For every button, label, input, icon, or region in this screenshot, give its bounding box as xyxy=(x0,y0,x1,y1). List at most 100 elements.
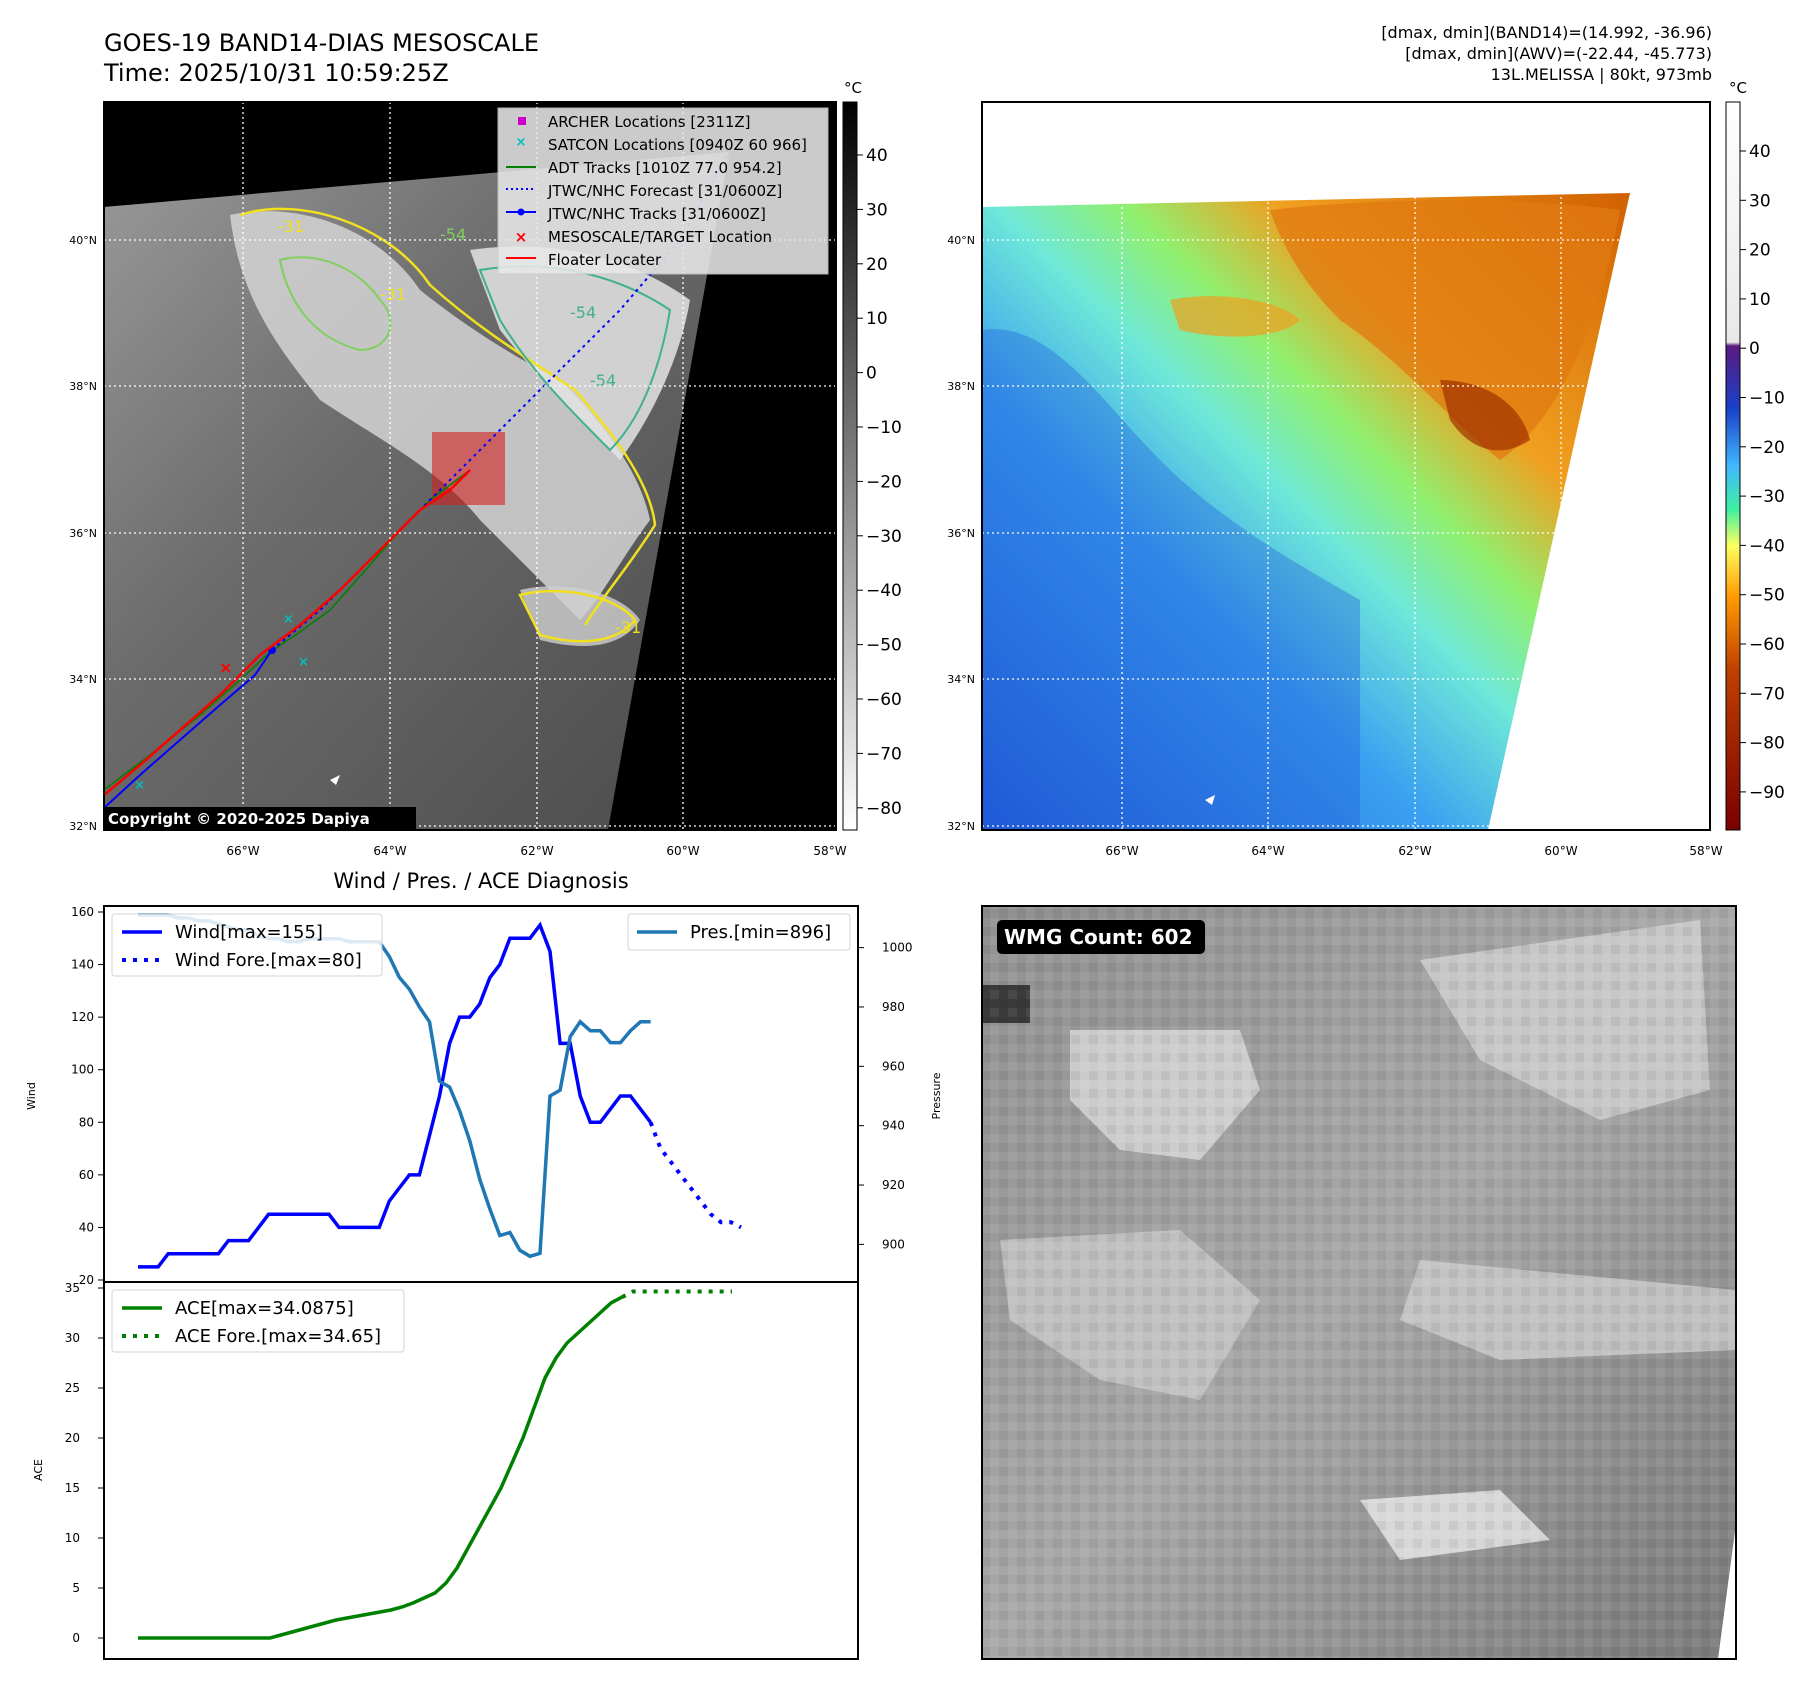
colorbar-right-tick-label: −80 xyxy=(1749,734,1785,754)
awv-map-frame xyxy=(981,101,1711,831)
floater-locater-line xyxy=(104,469,471,796)
colorbar-left-tick-label: −20 xyxy=(866,472,902,492)
island-marker xyxy=(1205,795,1215,805)
pressure-tick-label: 900 xyxy=(882,1237,905,1251)
info-line-1: [dmax, dmin](BAND14)=(14.992, -36.96) xyxy=(1381,23,1712,42)
awv-dry-core xyxy=(1440,380,1530,451)
info-line-3: 13L.MELISSA | 80kt, 973mb xyxy=(1491,65,1712,84)
colorbar-right xyxy=(1725,101,1741,831)
colorbar-right-tick-label: 20 xyxy=(1749,241,1771,261)
ace-tick-label: 20 xyxy=(65,1431,80,1445)
colorbar-left-tick-label: 20 xyxy=(866,255,888,275)
wmg-frame xyxy=(981,905,1737,1660)
legend-label-adt: ADT Tracks [1010Z 77.0 954.2] xyxy=(548,159,782,177)
legend-label-floater: Floater Locater xyxy=(548,251,662,269)
figure-time: Time: 2025/10/31 10:59:25Z xyxy=(103,59,449,87)
ace-tick-label: 5 xyxy=(72,1581,80,1595)
lon-label: 62°W xyxy=(520,844,553,858)
ace-tick-label: 35 xyxy=(65,1281,80,1295)
lat-label: 36°N xyxy=(69,527,97,540)
colorbar-left-tick-label: 10 xyxy=(866,309,888,329)
pressure-legend-label: Pres.[min=896] xyxy=(690,922,831,943)
lat-label: 40°N xyxy=(947,234,975,247)
wind-tick-label: 160 xyxy=(71,905,94,919)
colorbar-right-tick-label: −20 xyxy=(1749,438,1785,458)
colorbar-left-unit: °C xyxy=(844,79,862,97)
colorbar-right-unit: °C xyxy=(1729,79,1747,97)
legend-marker-tracks-dot xyxy=(517,208,525,216)
ir-map-frame xyxy=(103,101,837,831)
lat-label: 32°N xyxy=(947,820,975,833)
colorbar-right-tick-label: 40 xyxy=(1749,142,1771,162)
colorbar-right-tick-label: −10 xyxy=(1749,389,1785,409)
lat-label: 34°N xyxy=(947,673,975,686)
lon-label: 58°W xyxy=(1689,844,1722,858)
legend-label-forecast: JTWC/NHC Forecast [31/0600Z] xyxy=(547,182,782,200)
figure-title: GOES-19 BAND14-DIAS MESOSCALE xyxy=(104,29,539,57)
wind-legend-box xyxy=(111,913,383,977)
pressure-tick-label: 920 xyxy=(882,1178,905,1192)
satcon-marker: × xyxy=(283,612,294,627)
contour-label: -54 xyxy=(440,225,466,244)
wmg-edge-mask xyxy=(1718,1524,1736,1659)
lat-label: 40°N xyxy=(69,234,97,247)
jtwc-forecast-line xyxy=(271,149,731,651)
contour-label: -31 xyxy=(278,217,304,236)
colorbar-left-tick-label: −50 xyxy=(866,636,902,656)
ace-axes xyxy=(103,1281,859,1660)
diagnosis-panel: Wind / Pres. / ACE Diagnosis 20406080100… xyxy=(25,869,943,1660)
contour-label: -54 xyxy=(590,371,616,390)
pressure-tick-label: 1000 xyxy=(882,941,913,955)
lat-label: 36°N xyxy=(947,527,975,540)
contour-label: -31 xyxy=(615,618,641,637)
lon-label: 66°W xyxy=(1105,844,1138,858)
diagnosis-title: Wind / Pres. / ACE Diagnosis xyxy=(333,869,628,893)
pressure-tick-label: 940 xyxy=(882,1119,905,1133)
pressure-tick-label: 980 xyxy=(882,1000,905,1014)
colorbar-right-tick-label: −60 xyxy=(1749,635,1785,655)
wind-tick-label: 40 xyxy=(79,1220,94,1234)
info-line-2: [dmax, dmin](AWV)=(-22.44, -45.773) xyxy=(1405,44,1712,63)
ir-map-panel: × × × × -31 -54 -31 -54 -54 -31 xyxy=(69,79,902,858)
island-marker xyxy=(330,775,340,785)
ace-forecast-legend-label: ACE Fore.[max=34.65] xyxy=(175,1326,381,1347)
wind-tick-label: 100 xyxy=(71,1063,94,1077)
contour-31 xyxy=(239,207,657,626)
copyright-box xyxy=(104,807,416,830)
contour-31 xyxy=(518,589,637,643)
legend-label-tracks: JTWC/NHC Tracks [31/0600Z] xyxy=(547,205,766,223)
colorbar-left-tick-label: 40 xyxy=(866,146,888,166)
wind-tick-label: 20 xyxy=(79,1273,94,1287)
contour-label: -54 xyxy=(570,303,596,322)
colorbar-left-tick-label: −40 xyxy=(866,581,902,601)
wmg-panel: WMG Count: 602 xyxy=(981,905,1737,1660)
lat-label: 38°N xyxy=(947,380,975,393)
pressure-legend-box xyxy=(627,913,851,951)
pressure-axis-label: Pressure xyxy=(930,1072,943,1119)
contour-54 xyxy=(278,256,392,352)
ace-axis-label: ACE xyxy=(32,1459,45,1481)
wind-axis-label: Wind xyxy=(25,1082,38,1110)
colorbar-right-tick-label: −30 xyxy=(1749,487,1785,507)
colorbar-right-tick-label: −40 xyxy=(1749,536,1785,556)
satcon-marker: × xyxy=(298,655,309,670)
mesoscale-target-marker: × xyxy=(219,658,232,677)
colorbar-left-tick-label: 0 xyxy=(866,364,877,384)
legend-label-satcon: SATCON Locations [0940Z 60 966] xyxy=(548,136,807,154)
ace-legend-box xyxy=(111,1289,405,1353)
awv-dry-region xyxy=(1270,200,1620,460)
wind-tick-label: 140 xyxy=(71,958,94,972)
colorbar-left-tick-label: −80 xyxy=(866,799,902,819)
ace-legend-label: ACE[max=34.0875] xyxy=(175,1298,354,1319)
legend-label-target: MESOSCALE/TARGET Location xyxy=(548,228,772,246)
ace-tick-label: 30 xyxy=(65,1331,80,1345)
colorbar-left xyxy=(842,101,858,831)
ir-cloud-mass xyxy=(230,211,650,620)
colorbar-right-tick-label: 30 xyxy=(1749,191,1771,211)
wind-tick-label: 80 xyxy=(79,1115,94,1129)
satcon-marker: × xyxy=(134,778,145,793)
pressure-tick-label: 960 xyxy=(882,1059,905,1073)
lon-label: 64°W xyxy=(373,844,406,858)
lon-label: 58°W xyxy=(813,844,846,858)
